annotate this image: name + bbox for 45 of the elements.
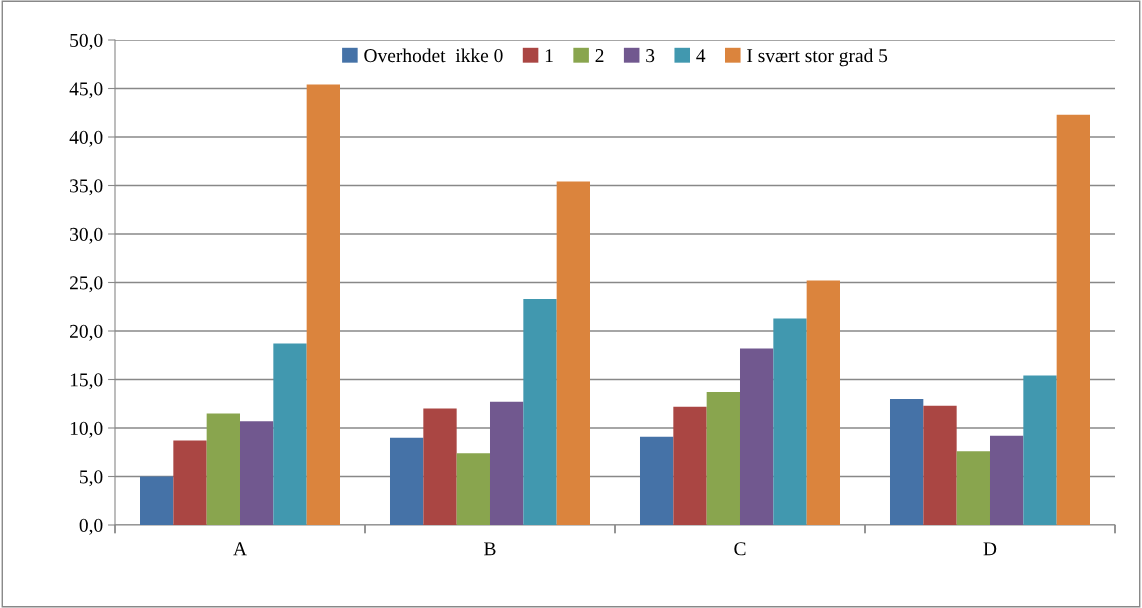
- bar: [490, 401, 524, 525]
- y-tick-label: 25,0: [70, 276, 103, 293]
- x-tick-label: C: [734, 542, 746, 556]
- bar: [390, 437, 424, 525]
- y-tick-label: 45,0: [69, 82, 103, 99]
- y-tick-label: 50,0: [70, 33, 103, 50]
- bar: [523, 298, 557, 525]
- y-tick-label: 10,0: [70, 421, 103, 438]
- bar: [923, 405, 957, 525]
- bar: [740, 348, 774, 525]
- y-tick-label: 20,0: [70, 324, 103, 341]
- bar: [990, 435, 1024, 525]
- x-tick-label: B: [484, 542, 496, 556]
- bar: [1023, 375, 1057, 525]
- legend-label: 2: [595, 49, 604, 62]
- bar: [673, 406, 707, 525]
- bar: [773, 318, 807, 525]
- y-tick-label: 30,0: [70, 227, 103, 244]
- y-tick-label: 5,0: [80, 470, 103, 487]
- y-tick-label: 0,0: [79, 518, 103, 535]
- legend-label: 3: [646, 49, 655, 63]
- bar: [456, 453, 490, 525]
- y-tick-label: 15,0: [70, 373, 103, 390]
- bar: [140, 476, 174, 525]
- x-tick-label: D: [983, 542, 997, 556]
- legend-label: 4: [696, 49, 706, 62]
- bar: [956, 451, 990, 525]
- legend-label: Overhodet ikke 0: [364, 48, 503, 63]
- bar: [890, 398, 924, 525]
- legend-label: 1: [545, 49, 553, 62]
- y-tick-label: 40,0: [69, 130, 103, 147]
- bar: [273, 343, 307, 525]
- legend-label: I svært stor grad 5: [747, 48, 888, 67]
- bar: [706, 392, 740, 525]
- bar: [806, 280, 840, 525]
- bar: [306, 84, 340, 525]
- bar: [240, 421, 274, 525]
- bar: [173, 440, 207, 525]
- x-tick-label: A: [233, 542, 247, 556]
- y-tick-label: 35,0: [70, 179, 103, 196]
- bar: [423, 408, 457, 525]
- bar: [206, 413, 240, 525]
- bar: [1056, 114, 1090, 525]
- bar: [640, 436, 674, 525]
- bar: [556, 181, 590, 525]
